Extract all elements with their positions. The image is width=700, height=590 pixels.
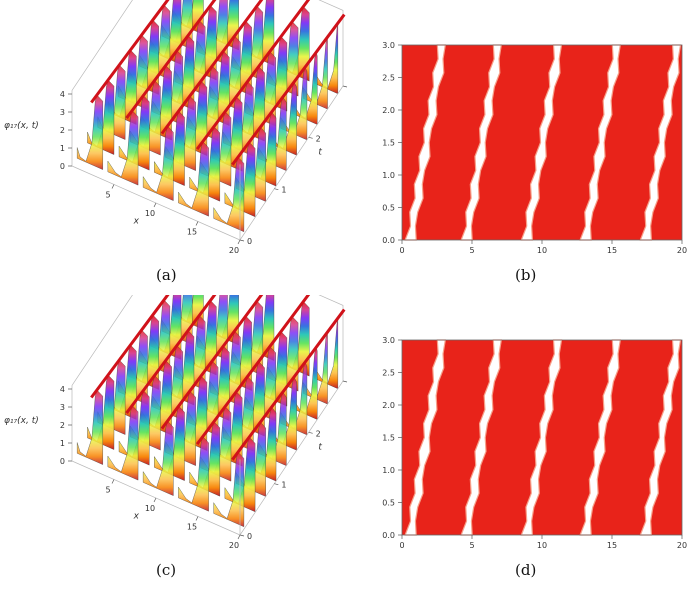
x-tick-label: 0 bbox=[399, 541, 404, 550]
y-tick-label: 2.0 bbox=[382, 401, 395, 410]
x-tick-label: 20 bbox=[229, 541, 239, 550]
y-tick-label: 1.0 bbox=[382, 466, 395, 475]
y-tick-label: 1.0 bbox=[382, 171, 395, 180]
z-tick-label: 1 bbox=[60, 439, 65, 448]
figure-panel-b: 0 5 10 15 20 0.0 0.5 1.0 1.5 2.0 2.5 3.0 (b) bbox=[350, 0, 700, 295]
z-tick-label: 0 bbox=[60, 457, 65, 466]
x-tick-label: 20 bbox=[677, 246, 687, 255]
surface-plot-c: 0123451015200123xtφ₁₇(x, t) bbox=[4, 295, 348, 550]
z-tick-label: 4 bbox=[60, 385, 65, 394]
y-tick-label: 0.0 bbox=[382, 531, 395, 540]
x-tick-mark bbox=[111, 184, 115, 189]
z-tick-label: 2 bbox=[60, 421, 65, 430]
x-tick-label: 10 bbox=[537, 246, 547, 255]
figure-panel-c: 0123451015200123xtφ₁₇(x, t) (c) bbox=[0, 295, 350, 590]
caption-b: (b) bbox=[515, 266, 537, 284]
surface-crest bbox=[195, 295, 311, 446]
surface-crest bbox=[231, 308, 346, 461]
z-tick-label: 2 bbox=[60, 126, 65, 135]
z-axis-label: φ₁₇(x, t) bbox=[4, 416, 39, 426]
surface-crest bbox=[90, 295, 170, 399]
x-tick-mark bbox=[153, 202, 157, 208]
box-left-top-edge bbox=[71, 0, 133, 91]
y-tick-label: 0.5 bbox=[382, 204, 395, 213]
surface-crest bbox=[160, 0, 264, 135]
surface-crest bbox=[125, 0, 217, 119]
x-tick-label: 5 bbox=[105, 191, 110, 200]
x-tick-mark bbox=[195, 221, 199, 226]
figure-panel-a: 0123451015200123xtφ₁₇(x, t) (a) bbox=[0, 0, 350, 295]
y-tick-label: 0.0 bbox=[382, 236, 395, 245]
x-tick-label: 5 bbox=[469, 246, 474, 255]
x-tick-label: 15 bbox=[187, 523, 197, 532]
t-tick-label: 1 bbox=[281, 481, 286, 490]
x-axis-label: x bbox=[133, 511, 140, 521]
t-tick-mark bbox=[342, 85, 348, 88]
y-tick-label: 2.0 bbox=[382, 106, 395, 115]
box-left-top-edge bbox=[71, 295, 133, 386]
y-tick-label: 3.0 bbox=[382, 336, 395, 345]
surface-crest bbox=[231, 13, 346, 166]
surface-plot-a: 0123451015200123xtφ₁₇(x, t) bbox=[4, 0, 348, 255]
t-tick-mark bbox=[274, 188, 279, 191]
x-tick-label: 10 bbox=[145, 504, 155, 513]
x-tick-mark bbox=[237, 534, 241, 540]
z-axis-label: φ₁₇(x, t) bbox=[4, 121, 39, 131]
t-axis-label: t bbox=[318, 443, 322, 453]
x-tick-mark bbox=[153, 497, 157, 503]
caption-d: (d) bbox=[515, 561, 537, 579]
z-tick-label: 3 bbox=[60, 108, 65, 117]
x-tick-label: 10 bbox=[537, 541, 547, 550]
caption-c: (c) bbox=[156, 561, 177, 579]
t-tick-label: 0 bbox=[247, 237, 252, 246]
x-tick-label: 15 bbox=[607, 246, 617, 255]
t-axis-label: t bbox=[318, 148, 322, 158]
caption-a: (a) bbox=[156, 266, 177, 284]
box-back-edge bbox=[174, 0, 344, 86]
box-back-edge bbox=[174, 295, 344, 381]
x-tick-mark bbox=[111, 479, 115, 484]
y-tick-label: 2.5 bbox=[382, 369, 395, 378]
surface-crest bbox=[90, 0, 170, 104]
x-tick-mark bbox=[195, 516, 199, 521]
t-tick-label: 2 bbox=[316, 134, 321, 143]
x-tick-label: 15 bbox=[187, 228, 197, 237]
t-tick-label: 1 bbox=[281, 186, 286, 195]
t-tick-mark bbox=[308, 431, 313, 434]
x-tick-mark bbox=[237, 239, 241, 245]
surface-crest bbox=[195, 0, 311, 151]
t-tick-mark bbox=[239, 239, 245, 242]
t-tick-mark bbox=[239, 534, 245, 537]
t-tick-mark bbox=[308, 136, 313, 139]
surface-crest bbox=[160, 295, 264, 430]
y-tick-label: 1.5 bbox=[382, 434, 395, 443]
z-tick-label: 0 bbox=[60, 162, 65, 171]
y-tick-label: 1.5 bbox=[382, 139, 395, 148]
x-tick-label: 20 bbox=[677, 541, 687, 550]
x-tick-label: 5 bbox=[469, 541, 474, 550]
z-tick-label: 1 bbox=[60, 144, 65, 153]
figure-panel-d: 0 5 10 15 20 0.0 0.5 1.0 1.5 2.0 2.5 3.0 (d) bbox=[350, 295, 700, 590]
x-tick-label: 0 bbox=[399, 246, 404, 255]
t-tick-label: 0 bbox=[247, 532, 252, 541]
t-tick-mark bbox=[274, 483, 279, 486]
t-tick-mark bbox=[342, 380, 348, 383]
surface-wave bbox=[76, 389, 103, 465]
density-plot-d: 0 5 10 15 20 0.0 0.5 1.0 1.5 2.0 2.5 3.0 bbox=[382, 336, 687, 550]
x-tick-label: 20 bbox=[229, 246, 239, 255]
x-tick-label: 10 bbox=[145, 209, 155, 218]
surface-wave bbox=[76, 94, 103, 170]
y-tick-label: 3.0 bbox=[382, 41, 395, 50]
surface-crest bbox=[125, 295, 217, 414]
density-plot-b: 0 5 10 15 20 0.0 0.5 1.0 1.5 2.0 2.5 3.0 bbox=[382, 41, 687, 255]
y-tick-label: 2.5 bbox=[382, 74, 395, 83]
x-tick-label: 15 bbox=[607, 541, 617, 550]
x-tick-label: 5 bbox=[105, 486, 110, 495]
t-tick-label: 2 bbox=[316, 429, 321, 438]
y-tick-label: 0.5 bbox=[382, 499, 395, 508]
z-tick-label: 4 bbox=[60, 90, 65, 99]
x-axis-label: x bbox=[133, 216, 140, 226]
z-tick-label: 3 bbox=[60, 403, 65, 412]
